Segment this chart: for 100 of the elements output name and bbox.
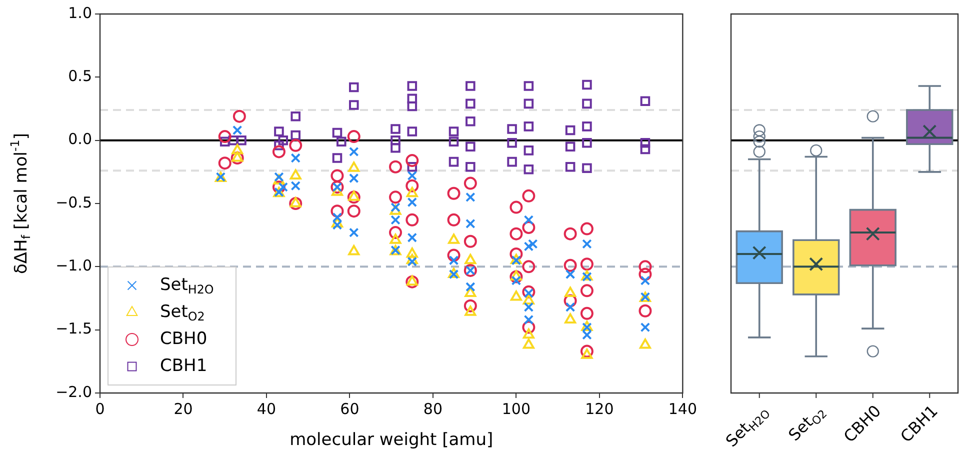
point: [332, 153, 342, 163]
point: [466, 116, 476, 126]
point: [466, 282, 476, 292]
point: [466, 81, 476, 91]
point: [565, 142, 576, 152]
point: [466, 98, 476, 109]
point: [564, 227, 577, 240]
point: [522, 294, 534, 305]
point: [389, 226, 402, 240]
point: [510, 200, 523, 214]
point: [522, 328, 534, 339]
point: [336, 136, 346, 146]
point: [390, 204, 402, 215]
point: [580, 258, 594, 271]
y-tick-label: −1.0: [56, 256, 92, 275]
point: [564, 313, 576, 324]
point: [218, 156, 232, 170]
x-tick-label: 60: [340, 400, 360, 418]
point: [331, 186, 343, 196]
point: [406, 213, 419, 226]
point: [447, 248, 460, 262]
point: [507, 138, 517, 148]
point: [564, 294, 577, 308]
point: [406, 275, 418, 286]
y-tick-label: 0.5: [68, 67, 92, 86]
point: [406, 275, 419, 288]
point: [406, 186, 418, 198]
point: [581, 348, 593, 359]
point: [582, 98, 592, 109]
point: [524, 302, 534, 312]
point: [230, 152, 244, 165]
point: [448, 136, 459, 146]
point: [290, 111, 301, 122]
y-tick-label: 0.0: [68, 130, 92, 148]
point: [389, 190, 402, 204]
point: [290, 130, 301, 140]
point: [524, 146, 534, 156]
point: [274, 172, 284, 182]
point: [348, 82, 359, 92]
point: [522, 189, 536, 202]
point: [466, 218, 476, 229]
point: [640, 96, 650, 106]
point: [640, 144, 650, 154]
point: [448, 255, 459, 266]
point: [582, 138, 592, 148]
point: [407, 232, 418, 242]
point: [289, 138, 302, 152]
point: [447, 213, 460, 226]
point: [524, 98, 534, 109]
point: [511, 276, 522, 286]
point: [464, 234, 477, 248]
point: [510, 270, 523, 284]
point: [582, 122, 592, 132]
x-tick-label: 40: [256, 400, 276, 418]
point: [290, 169, 302, 180]
point: [348, 173, 359, 184]
x-axis-title: molecular weight [amu]: [290, 430, 494, 450]
point: [347, 130, 360, 144]
point: [406, 179, 419, 192]
point: [522, 285, 536, 298]
point: [580, 344, 594, 358]
point: [639, 338, 651, 349]
point: [565, 269, 576, 280]
point: [390, 202, 400, 212]
point: [448, 156, 459, 167]
point: [236, 135, 246, 146]
point: [348, 190, 360, 201]
point: [510, 248, 523, 261]
point: [406, 254, 418, 264]
point: [406, 154, 419, 168]
point: [564, 286, 576, 297]
point: [565, 162, 576, 172]
point: [330, 169, 344, 182]
point: [640, 322, 650, 332]
point: [447, 186, 460, 200]
point: [565, 125, 576, 136]
point: [218, 130, 232, 144]
point: [640, 276, 650, 286]
point: [580, 222, 594, 236]
point: [522, 320, 536, 334]
x-tick-label: 80: [423, 400, 443, 418]
x-tick-label: 140: [668, 400, 698, 418]
point: [407, 170, 418, 181]
point: [640, 138, 650, 148]
x-tick-label: 100: [502, 400, 531, 418]
point: [510, 227, 523, 240]
point: [507, 156, 517, 167]
point: [274, 140, 284, 150]
point: [407, 256, 418, 267]
x-tick-label: 20: [174, 400, 193, 418]
point: [332, 128, 342, 138]
point: [347, 190, 360, 204]
point: [510, 270, 522, 281]
point: [638, 304, 652, 318]
point: [348, 228, 359, 238]
point: [582, 239, 592, 249]
point: [407, 94, 418, 104]
point: [232, 152, 244, 162]
point: [448, 126, 459, 136]
point: [407, 126, 418, 136]
